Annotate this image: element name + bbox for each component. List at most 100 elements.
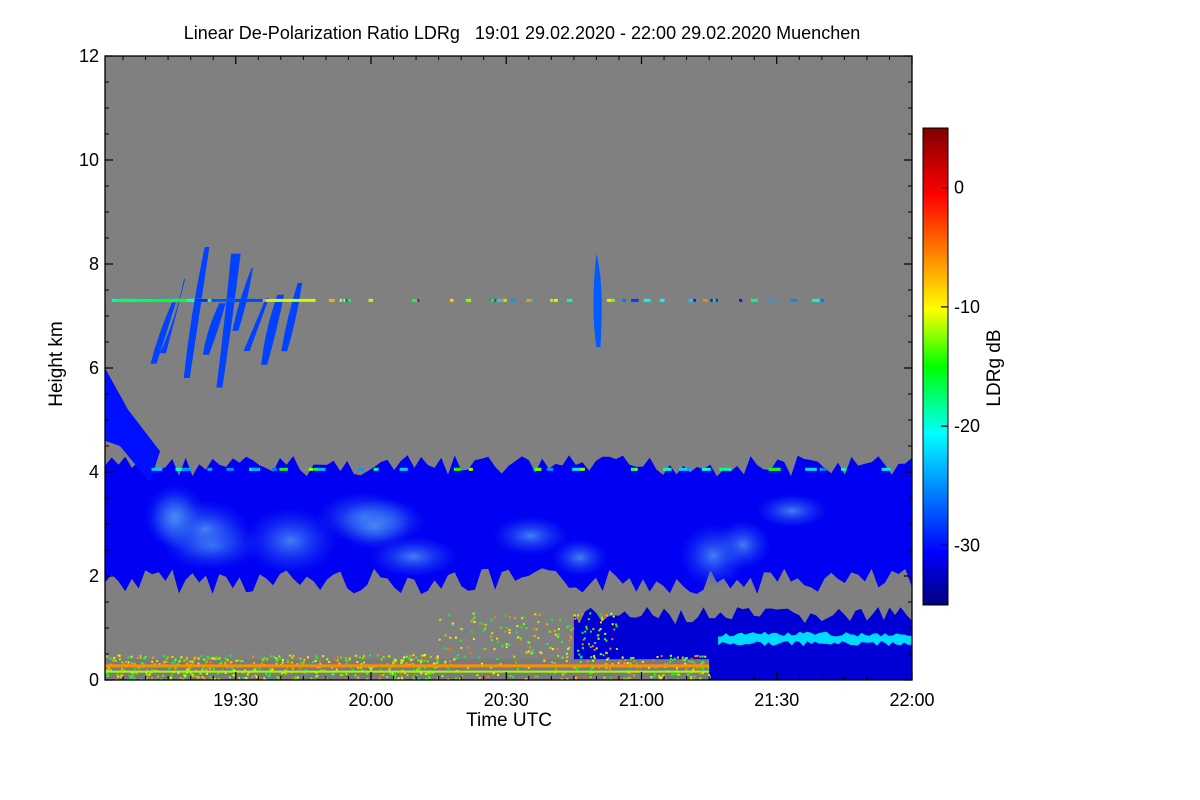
aerosol-speckle [439, 618, 442, 621]
aerosol-speckle [476, 674, 479, 677]
chart-title: Linear De-Polarization Ratio LDRg 19:01 … [184, 23, 860, 43]
aerosol-speckle [656, 656, 659, 658]
aerosol-speckle [174, 668, 176, 671]
aerosol-speckle [301, 663, 304, 666]
aerosol-speckle [686, 657, 689, 660]
aerosol-speckle [553, 629, 556, 632]
aerosol-speckle [179, 676, 182, 679]
aerosol-speckle [124, 660, 127, 663]
aerosol-speckle [675, 673, 678, 676]
aerosol-speckle [132, 672, 135, 675]
feature-melting-layer-band [718, 631, 912, 647]
colorbar-tick-label: -10 [954, 297, 980, 317]
aerosol-speckle [201, 668, 204, 671]
aerosol-speckle [524, 678, 527, 680]
artifact-segment [606, 298, 613, 302]
aerosol-speckle [198, 674, 201, 677]
aerosol-speckle [206, 660, 208, 663]
artifact-segment [811, 298, 820, 302]
artifact-segment [751, 298, 758, 302]
aerosol-speckle [171, 661, 174, 664]
aerosol-speckle [676, 656, 679, 659]
aerosol-speckle [326, 658, 329, 661]
aerosol-speckle [589, 676, 592, 679]
aerosol-speckle [550, 661, 553, 663]
aerosol-speckle [692, 677, 695, 680]
aerosol-speckle [443, 647, 446, 650]
aerosol-speckle [658, 675, 661, 677]
aerosol-speckle [178, 660, 181, 663]
artifact-segment [643, 298, 649, 302]
aerosol-speckle [411, 658, 414, 661]
aerosol-speckle [254, 674, 257, 677]
artifact-segment [368, 298, 371, 302]
colorbar-label: LDRg dB [984, 329, 1005, 406]
x-tick-label: 20:00 [348, 690, 393, 710]
noise-line [251, 467, 260, 471]
aerosol-speckle [366, 672, 369, 675]
aerosol-speckle [548, 630, 551, 633]
aerosol-speckle [156, 660, 159, 662]
aerosol-speckle [382, 655, 385, 658]
aerosol-speckle [567, 647, 569, 650]
aerosol-speckle [359, 656, 362, 659]
artifact-segment [820, 298, 825, 302]
aerosol-speckle [661, 675, 664, 678]
aerosol-speckle [136, 657, 139, 660]
aerosol-speckle [505, 643, 508, 646]
aerosol-speckle [554, 633, 557, 636]
aerosol-speckle [592, 659, 595, 662]
aerosol-speckle [577, 649, 580, 652]
aerosol-speckle [409, 655, 412, 658]
aerosol-speckle [444, 662, 447, 665]
aerosol-speckle [611, 663, 614, 665]
noise-line [207, 467, 213, 471]
artifact-segment [450, 298, 454, 302]
aerosol-speckle [428, 676, 431, 679]
aerosol-speckle [513, 655, 516, 658]
aerosol-speckle [262, 659, 265, 661]
aerosol-speckle [369, 667, 372, 670]
aerosol-speckle [133, 662, 136, 665]
aerosol-speckle [157, 675, 160, 678]
aerosol-speckle [520, 626, 523, 629]
aerosol-speckle [268, 673, 271, 676]
aerosol-speckle [450, 648, 453, 651]
aerosol-speckle [400, 672, 403, 675]
aerosol-speckle [130, 655, 133, 658]
aerosol-speckle [111, 659, 114, 662]
aerosol-speckle [291, 678, 294, 680]
aerosol-speckle [151, 660, 154, 663]
aerosol-speckle [360, 663, 363, 666]
aerosol-speckle [696, 654, 699, 657]
aerosol-speckle [218, 678, 221, 680]
artifact-segment [817, 298, 823, 302]
aerosol-speckle [623, 677, 626, 680]
aerosol-speckle [121, 661, 124, 664]
aerosol-speckle [639, 666, 642, 669]
aerosol-speckle [473, 621, 476, 623]
aerosol-speckle [581, 643, 584, 646]
aerosol-speckle [630, 657, 633, 659]
aerosol-speckle [130, 662, 133, 665]
aerosol-speckle [539, 651, 542, 654]
aerosol-speckle [168, 667, 171, 670]
aerosol-speckle [574, 617, 577, 620]
aerosol-speckle [179, 657, 182, 660]
artifact-segment [115, 298, 152, 302]
aerosol-speckle [386, 676, 389, 678]
aerosol-speckle [212, 668, 215, 671]
feature-cirrus-plume [593, 253, 602, 348]
aerosol-speckle [670, 673, 673, 676]
noise-line [373, 467, 379, 471]
aerosol-speckle [590, 656, 593, 659]
aerosol-speckle [607, 657, 610, 660]
aerosol-speckle [397, 677, 400, 680]
colorbar-tick-label: -20 [954, 416, 980, 436]
aerosol-speckle [684, 662, 687, 665]
aerosol-speckle [105, 671, 108, 674]
aerosol-speckle [174, 667, 177, 670]
aerosol-speckle [599, 653, 602, 656]
aerosol-speckle [617, 662, 620, 664]
aerosol-speckle [421, 658, 424, 661]
